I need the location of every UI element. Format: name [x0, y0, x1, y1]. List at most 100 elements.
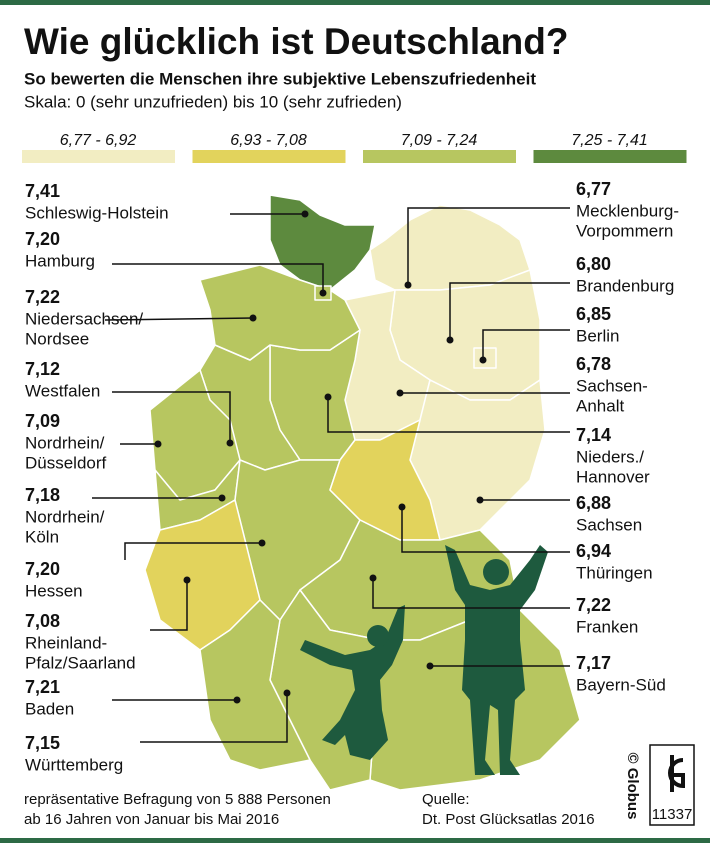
region-name: Pfalz/Saarland — [25, 653, 136, 672]
region-name: Niedersachsen/ — [25, 309, 143, 328]
region-score: 7,08 — [25, 611, 60, 631]
region-dot — [154, 440, 162, 448]
leader-line — [104, 317, 254, 321]
title: Wie glücklich ist Deutschland? — [24, 21, 569, 62]
region-dot — [479, 356, 487, 364]
legend-label: 7,25 - 7,41 — [571, 132, 648, 149]
region-name: Württemberg — [25, 755, 123, 774]
region-dot — [249, 314, 257, 322]
leader-line — [372, 578, 570, 609]
region-name: Nordrhein/ — [25, 507, 105, 526]
leader-line — [401, 507, 570, 553]
region-score: 7,09 — [25, 411, 60, 431]
region-score: 7,15 — [25, 733, 60, 753]
region-dot — [183, 576, 191, 584]
region-score: 7,22 — [576, 595, 611, 615]
region-name: Berlin — [576, 326, 619, 345]
legend-label: 6,77 - 6,92 — [60, 132, 137, 149]
legend-swatch — [192, 150, 346, 163]
region-name: Thüringen — [576, 563, 653, 582]
region-score: 6,85 — [576, 304, 611, 324]
region-dot — [446, 336, 454, 344]
legend-label: 6,93 - 7,08 — [230, 132, 307, 149]
region-dot — [426, 662, 434, 670]
graphic-number: 11337 — [652, 806, 693, 823]
leader-line — [140, 693, 288, 743]
region-score: 7,41 — [25, 181, 60, 201]
region-dot — [404, 281, 412, 289]
region-name: Brandenburg — [576, 276, 674, 295]
leader-line — [112, 391, 231, 443]
region-score: 7,20 — [25, 229, 60, 249]
region-name: Hessen — [25, 581, 83, 600]
region-score: 6,77 — [576, 179, 611, 199]
region-score: 7,17 — [576, 653, 611, 673]
region-name: Düsseldorf — [25, 453, 107, 472]
region-dot — [398, 503, 406, 511]
survey-note: ab 16 Jahren von Januar bis Mai 2016 — [24, 811, 279, 828]
region-score: 7,18 — [25, 485, 60, 505]
region-score: 7,22 — [25, 287, 60, 307]
leader-line — [407, 207, 570, 285]
region-dot — [283, 689, 291, 697]
region-name: Sachsen- — [576, 376, 648, 395]
leader-line — [449, 282, 570, 340]
region — [329, 419, 441, 541]
source-label: Quelle: — [422, 791, 470, 808]
region-name: Westfalen — [25, 381, 100, 400]
region-score: 7,14 — [576, 425, 611, 445]
region-name: Rheinland- — [25, 633, 107, 652]
region-score: 7,21 — [25, 677, 60, 697]
region-name: Hannover — [576, 467, 650, 486]
region-score: 6,78 — [576, 354, 611, 374]
logo-box — [649, 744, 695, 826]
jumping-figures — [300, 545, 548, 775]
region-dot — [218, 494, 226, 502]
region-name: Mecklenburg- — [576, 201, 679, 220]
leader-line — [482, 329, 570, 360]
region-dot — [369, 574, 377, 582]
region — [369, 204, 531, 291]
logo — [668, 755, 685, 792]
region — [269, 194, 376, 291]
region-name: Nordsee — [25, 329, 89, 348]
region — [199, 599, 311, 771]
region-name: Schleswig-Holstein — [25, 203, 169, 222]
legend-swatch — [533, 150, 687, 163]
survey-note: repräsentative Befragung von 5 888 Perso… — [24, 791, 331, 808]
region-name: Sachsen — [576, 515, 642, 534]
legend-swatch — [363, 150, 516, 163]
leader-line — [124, 542, 262, 560]
subtitle: So bewerten die Menschen ihre subjektive… — [24, 69, 536, 88]
legend-swatch — [22, 150, 175, 163]
region-dot — [233, 696, 241, 704]
region-score: 6,94 — [576, 541, 611, 561]
source: Dt. Post Glücksatlas 2016 — [422, 811, 595, 828]
top-bar — [0, 0, 710, 5]
region-labels: 7,41 Schleswig-Holstein 7,20 Hamburg 7,22 Nie… — [25, 179, 679, 775]
region-name: Baden — [25, 699, 74, 718]
region-dot — [324, 393, 332, 401]
region-name: Vorpommern — [576, 221, 673, 240]
region-name: Nordrhein/ — [25, 433, 105, 452]
scale-note: Skala: 0 (sehr unzufrieden) bis 10 (sehr… — [24, 92, 402, 111]
region-name: Hamburg — [25, 251, 95, 270]
region-score: 6,88 — [576, 493, 611, 513]
region-name: Anhalt — [576, 396, 624, 415]
region-name: Nieders./ — [576, 447, 644, 466]
bottom-bar — [0, 838, 710, 843]
legend-label: 7,09 - 7,24 — [401, 132, 478, 149]
region-score: 7,12 — [25, 359, 60, 379]
region-score: 6,80 — [576, 254, 611, 274]
region-dot — [301, 210, 309, 218]
region-name: Bayern-Süd — [576, 675, 666, 694]
region-score: 7,20 — [25, 559, 60, 579]
region-name: Franken — [576, 617, 638, 636]
leader-line — [150, 580, 188, 631]
leader-line — [327, 397, 570, 433]
region-dot — [258, 539, 266, 547]
region-dot — [226, 439, 234, 447]
region-dot — [319, 289, 327, 297]
region-name: Köln — [25, 527, 59, 546]
